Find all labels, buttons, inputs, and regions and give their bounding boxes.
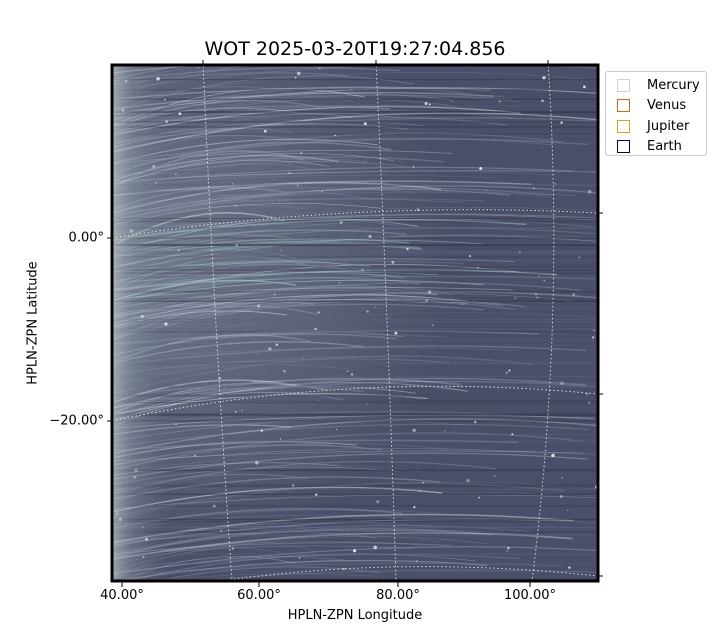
legend-swatch (617, 99, 630, 113)
legend-item-mercury: Mercury (617, 75, 706, 96)
sky-image (112, 65, 598, 581)
axes-frame (110, 63, 600, 583)
y-tick-label: 0.00° (68, 230, 104, 246)
legend-item-jupiter: Jupiter (617, 116, 706, 137)
x-tick-label: 40.00° (100, 588, 144, 603)
x-tick-label: 80.00° (376, 588, 420, 603)
x-axis-label: HPLN-ZPN Longitude (287, 608, 423, 623)
coordinate-grid (111, 61, 599, 582)
x-tick-label: 100.00° (504, 588, 556, 603)
legend-swatch (617, 78, 630, 92)
legend-swatch (617, 119, 630, 133)
y-axis-label: HPLN-ZPN Latitude (25, 261, 41, 385)
legend-label: Mercury (647, 77, 700, 93)
axis-ticks (107, 60, 603, 587)
legend-label: Earth (647, 139, 682, 155)
legend-swatch (617, 140, 630, 154)
y-tick-label: −20.00° (49, 413, 104, 429)
legend-item-earth: Earth (617, 137, 706, 158)
plot-title: WOT 2025-03-20T19:27:04.856 (204, 38, 506, 60)
legend-label: Venus (647, 98, 687, 114)
legend: Mercury Venus Jupiter Earth (605, 71, 707, 156)
x-tick-label: 60.00° (237, 588, 281, 603)
legend-label: Jupiter (647, 118, 690, 134)
legend-item-venus: Venus (617, 96, 706, 117)
